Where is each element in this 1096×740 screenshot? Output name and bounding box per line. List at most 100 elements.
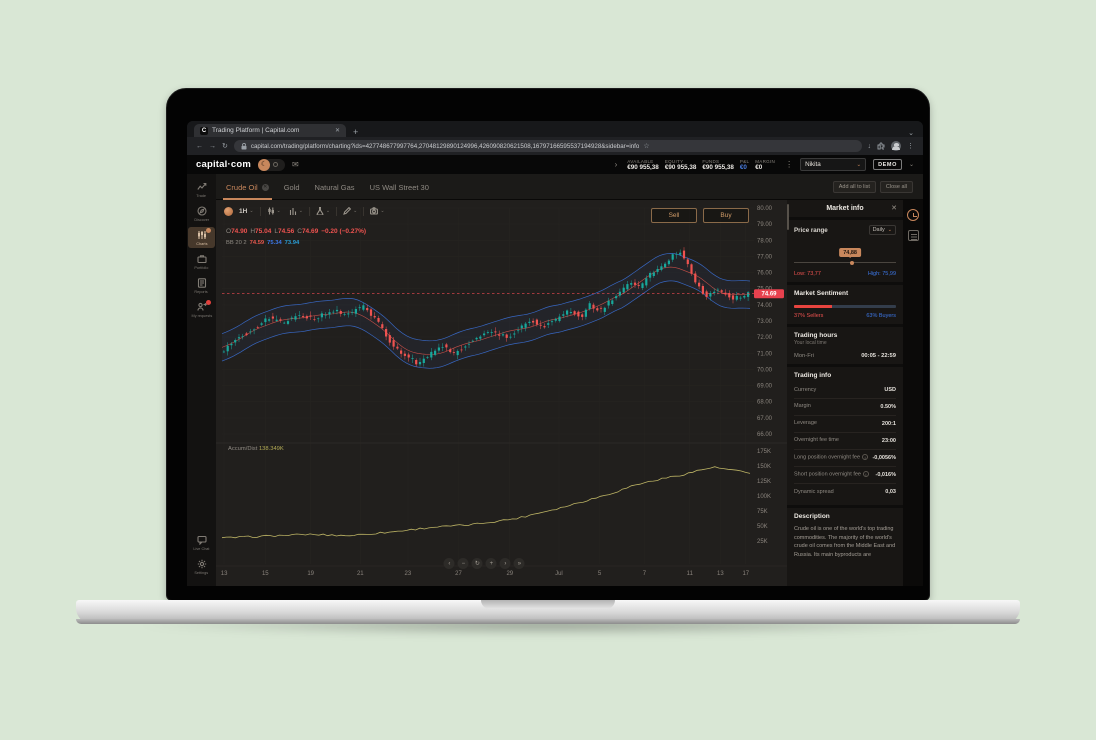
chart-type-dropdown[interactable]: ⌄ (265, 206, 283, 216)
stat-available: AVAILABLE €90 955,38 (627, 158, 659, 171)
instrument-tab-gold[interactable]: Gold (283, 182, 300, 192)
chevron-down-icon: ⌄ (887, 227, 892, 233)
right-widget-strip (903, 200, 923, 586)
indicators-dropdown[interactable]: ⌄ (314, 206, 332, 216)
settings-icon (197, 559, 206, 569)
sidebar-item-reports[interactable]: Reports (188, 275, 215, 296)
browser-toolbar: ← → ↻ capital.com/trading/platform/chart… (187, 137, 923, 155)
snapshot-dropdown[interactable]: ⌄ (368, 206, 386, 216)
reset-view-button[interactable]: ↻ (471, 558, 483, 569)
svg-text:80.00: 80.00 (757, 206, 773, 212)
instrument-tab-natural-gas[interactable]: Natural Gas (314, 182, 355, 192)
news-icon[interactable] (907, 230, 919, 241)
clock-icon[interactable] (907, 209, 919, 221)
back-icon[interactable]: ← (196, 142, 203, 150)
chart-area[interactable]: 13 15 19 21 23 27 29 Jul 5 7 11 13 17 80.00 79.00 78.00… (216, 200, 787, 586)
tab-search-chevron-icon[interactable]: ⌄ (908, 130, 914, 137)
instrument-tab-crude-oil[interactable]: Crude Oil ✕ (223, 174, 272, 200)
chart-nav-controls: ‹ − ↻ + ›» (443, 558, 525, 569)
svg-text:13: 13 (221, 571, 228, 577)
sell-button[interactable]: Sell (651, 208, 697, 223)
info-icon[interactable]: i (862, 454, 869, 460)
sidebar-item-portfolio[interactable]: Portfolio (188, 251, 215, 272)
svg-text:77.00: 77.00 (757, 254, 773, 260)
period-select[interactable]: Daily ⌄ (868, 225, 896, 235)
compare-dropdown[interactable]: ⌄ (287, 206, 305, 216)
price-range-slider[interactable]: 74,88 (794, 248, 896, 266)
svg-text:74.69: 74.69 (761, 292, 777, 298)
buyers-label: 63% Buyers (866, 313, 896, 319)
chevron-down-icon: ⌄ (353, 208, 358, 214)
bookmark-star-icon[interactable]: ☆ (643, 142, 650, 150)
draw-tools-dropdown[interactable]: ⌄ (341, 206, 359, 216)
extensions-icon[interactable] (877, 142, 885, 150)
camera-icon (370, 207, 379, 215)
address-bar[interactable]: capital.com/trading/platform/charting?id… (233, 140, 862, 152)
price-change: −0.20 (−0.27%) (321, 228, 367, 235)
sidebar-item-my-requests[interactable]: My requests (188, 299, 215, 320)
svg-text:19: 19 (307, 571, 314, 577)
reports-icon (197, 278, 206, 288)
download-icon[interactable]: ↓ (867, 142, 872, 150)
add-all-to-list-button[interactable]: Add all to list (832, 180, 876, 193)
sidebar-item-discover[interactable]: Discover (188, 203, 215, 224)
chevron-down-icon: ⌄ (380, 208, 385, 214)
theme-toggle[interactable]: ☾ (258, 158, 285, 171)
close-tab-icon[interactable]: ✕ (261, 183, 269, 191)
instrument-tab-bar: Crude Oil ✕ Gold Natural Gas US Wall Str… (216, 174, 923, 200)
sentiment-title: Market Sentiment (794, 290, 849, 297)
stats-menu-icon[interactable]: ⋮ (785, 159, 794, 169)
laptop-base (76, 600, 1020, 624)
site-favicon: C (200, 126, 208, 135)
svg-text:74.00: 74.00 (757, 303, 773, 309)
account-selector[interactable]: Nikita ⌄ (800, 158, 867, 171)
reload-icon[interactable]: ↻ (222, 142, 228, 150)
close-all-button[interactable]: Close all (879, 180, 913, 193)
market-info-panel: Market info ✕ Price range Daily ⌄ (787, 200, 903, 586)
ohlc-legend: O74.90 H75.04 L74.56 C74.69 −0.20 (−0.27%) (226, 228, 367, 235)
new-tab-button[interactable]: + (353, 127, 359, 137)
svg-text:78.00: 78.00 (757, 238, 773, 244)
svg-text:50K: 50K (757, 524, 768, 530)
candlestick-chart[interactable]: 13 15 19 21 23 27 29 Jul 5 7 11 13 17 80.00 79.00 78.00… (216, 200, 787, 584)
svg-text:21: 21 (357, 571, 364, 577)
svg-text:23: 23 (405, 571, 412, 577)
demo-mode-badge[interactable]: DEMO (873, 159, 902, 170)
mail-icon[interactable]: ✉ (292, 159, 299, 169)
sun-icon (273, 162, 278, 167)
market-info-header: Market info ✕ (787, 200, 903, 217)
requests-icon (196, 302, 207, 311)
svg-text:71.00: 71.00 (757, 351, 773, 357)
zoom-in-button[interactable]: + (485, 558, 497, 569)
sellers-label: 37% Sellers (794, 313, 824, 319)
trading-info-card: Trading info Currency USD Margin 0.50% L… (787, 367, 903, 506)
buy-button[interactable]: Buy (703, 208, 749, 223)
svg-text:72.00: 72.00 (757, 335, 773, 341)
info-row-currency: Currency USD (794, 382, 896, 399)
info-icon[interactable]: i (862, 471, 869, 478)
collapse-stats-chevron-icon[interactable]: › (614, 159, 618, 169)
scroll-left-button[interactable]: ‹ (443, 558, 455, 569)
price-marker[interactable] (850, 260, 855, 265)
sidebar-item-charts[interactable]: Charts (188, 227, 215, 248)
tab-close-icon[interactable]: ✕ (334, 127, 340, 134)
forward-icon[interactable]: → (209, 142, 216, 150)
timeframe-dropdown[interactable]: 1H ⌄ (239, 207, 254, 215)
go-to-latest-button[interactable]: » (513, 558, 525, 569)
pencil-icon (343, 207, 352, 215)
price-tooltip: 74,88 (839, 248, 861, 257)
zoom-out-button[interactable]: − (457, 558, 469, 569)
chevron-down-icon: ⌄ (856, 161, 862, 168)
demo-chevron-icon[interactable]: ⌄ (908, 161, 914, 168)
browser-tab[interactable]: C Trading Platform | Capital.com ✕ (194, 124, 346, 137)
browser-tab-strip: C Trading Platform | Capital.com ✕ + ⌄ (187, 121, 923, 137)
browser-menu-icon[interactable]: ⋮ (907, 142, 914, 150)
sidebar-item-settings[interactable]: Settings (188, 556, 215, 577)
sidebar-item-live-chat[interactable]: Live Chat (188, 532, 215, 553)
instrument-tab-us-wall-street-30[interactable]: US Wall Street 30 (369, 182, 429, 192)
profile-avatar[interactable] (891, 141, 901, 151)
scroll-right-button[interactable]: › (499, 558, 511, 569)
close-panel-icon[interactable]: ✕ (891, 205, 897, 212)
laptop-notch (481, 600, 615, 609)
sidebar-item-trade[interactable]: Trade (188, 179, 215, 200)
